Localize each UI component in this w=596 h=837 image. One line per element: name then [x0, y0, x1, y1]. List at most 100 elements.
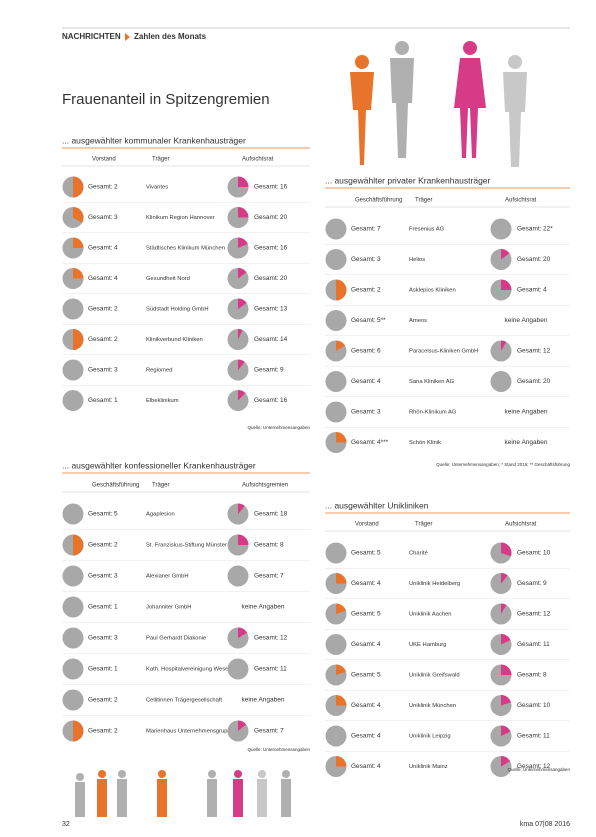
pie-total — [62, 689, 84, 711]
column-header: Vorstand — [355, 522, 379, 528]
column-header: Vorstand — [92, 157, 116, 163]
total-value: 4*** — [377, 439, 389, 446]
column-header: Träger — [415, 198, 432, 204]
total-value: 12 — [280, 635, 288, 642]
total-value: 3 — [114, 573, 118, 580]
total-caption: Gesamt: — [517, 348, 542, 355]
total-value: 5 — [377, 672, 381, 679]
pie-total — [227, 565, 249, 587]
total-caption: Gesamt: — [254, 184, 279, 191]
note: keine Angaben — [504, 409, 547, 416]
source: Quelle: Unternehmensangaben — [247, 425, 310, 430]
carrier: Paracelsus-Kliniken GmbH — [409, 349, 478, 355]
total-caption: Gesamt: — [254, 511, 279, 518]
pie-women — [73, 176, 84, 198]
total-value: 12 — [543, 763, 551, 770]
total-caption: Gesamt: — [517, 580, 542, 587]
total-caption: Gesamt: — [351, 702, 376, 709]
total-caption: Gesamt: — [351, 641, 376, 648]
total-value: 9 — [543, 580, 547, 587]
pie-women — [238, 207, 249, 218]
total-caption: Gesamt: — [88, 604, 113, 611]
total-value: 2 — [114, 697, 118, 704]
page-number: 32 — [62, 821, 70, 828]
carrier: Johanniter GmbH — [146, 605, 191, 611]
total-value: 14 — [280, 336, 288, 343]
column-header: Geschäftsführung — [355, 198, 402, 204]
carrier: Marienhaus Unternehmensgruppe — [146, 729, 234, 735]
pie-women — [238, 627, 248, 638]
carrier: Helios — [409, 257, 425, 263]
table-title: ... ausgewählter kommunaler Krankenhaust… — [62, 135, 246, 145]
total-value: 3 — [114, 367, 118, 374]
total-caption: Gesamt: — [517, 733, 542, 740]
pie-total — [62, 565, 84, 587]
issue: kma 07|08 2016 — [520, 821, 570, 828]
total-value: 11 — [543, 641, 550, 648]
total-caption: Gesamt: — [254, 336, 279, 343]
section: NACHRICHTEN — [62, 32, 121, 41]
total-value: 2 — [114, 184, 118, 191]
total-value: 11 — [543, 733, 550, 740]
total-value: 5 — [377, 611, 381, 618]
total-value: 4 — [114, 275, 118, 282]
pie-women — [336, 756, 347, 767]
carrier: Paul Gerhardt Diakonie — [146, 636, 206, 642]
total-caption: Gesamt: — [254, 728, 279, 735]
carrier: Regiomed — [146, 368, 172, 374]
pie-total — [325, 310, 347, 331]
total-caption: Gesamt: — [88, 397, 113, 404]
pie-women — [336, 340, 346, 351]
total-value: 4 — [114, 245, 118, 252]
total-caption: Gesamt: — [517, 256, 542, 263]
source: Quelle: Unternehmensangaben; * Stand 201… — [436, 462, 570, 467]
carrier: Elbeklinikum — [146, 398, 179, 404]
carrier: Gesundheit Nord — [146, 276, 190, 282]
total-caption: Gesamt: — [517, 226, 542, 233]
total-value: 4 — [377, 378, 381, 385]
carrier: Uniklinik Leipzig — [409, 734, 451, 740]
carrier: St. Franziskus-Stiftung Münster — [146, 543, 227, 549]
pie-women — [336, 573, 347, 584]
carrier: Ameos — [409, 318, 427, 324]
carrier: Uniklinik Heidelberg — [409, 581, 460, 587]
total-value: 11 — [280, 666, 287, 673]
total-value: 1 — [114, 397, 118, 404]
total-value: 22* — [543, 226, 553, 233]
pie-women — [73, 207, 84, 223]
pie-women — [501, 279, 512, 290]
pie-total — [325, 542, 347, 564]
total-value: 3 — [377, 256, 381, 263]
total-caption: Gesamt: — [254, 397, 279, 404]
total-caption: Gesamt: — [351, 580, 376, 587]
total-caption: Gesamt: — [88, 367, 113, 374]
total-caption: Gesamt: — [88, 275, 113, 282]
total-value: 4 — [543, 287, 547, 294]
carrier: Asklepios Kliniken — [409, 288, 456, 294]
total-value: 7 — [280, 728, 284, 735]
total-caption: Gesamt: — [88, 573, 113, 580]
carrier: Rhön-Klinikum AG — [409, 410, 457, 416]
total-value: 12 — [543, 611, 551, 618]
total-caption: Gesamt: — [517, 702, 542, 709]
carrier: Klinikum Region Hannover — [146, 215, 215, 221]
pie-women — [501, 664, 512, 675]
carrier: UKE Hamburg — [409, 642, 446, 648]
note: keine Angaben — [504, 317, 547, 324]
total-caption: Gesamt: — [254, 245, 279, 252]
silhouettes-bottom — [75, 770, 291, 817]
pie-women — [238, 503, 245, 514]
carrier: Sana Kliniken AG — [409, 379, 455, 385]
total-value: 8 — [280, 542, 284, 549]
carrier: Uniklinik Greifswald — [409, 673, 460, 679]
total-value: 20 — [280, 214, 288, 221]
note: keine Angaben — [241, 604, 284, 611]
pie-women — [501, 725, 511, 736]
pie-total — [62, 359, 84, 381]
pie-total — [325, 401, 347, 423]
pie-women — [238, 176, 249, 187]
total-value: 3 — [377, 409, 381, 416]
source: Quelle: Unternehmensangaben — [247, 747, 310, 752]
column-header: Träger — [152, 157, 169, 163]
